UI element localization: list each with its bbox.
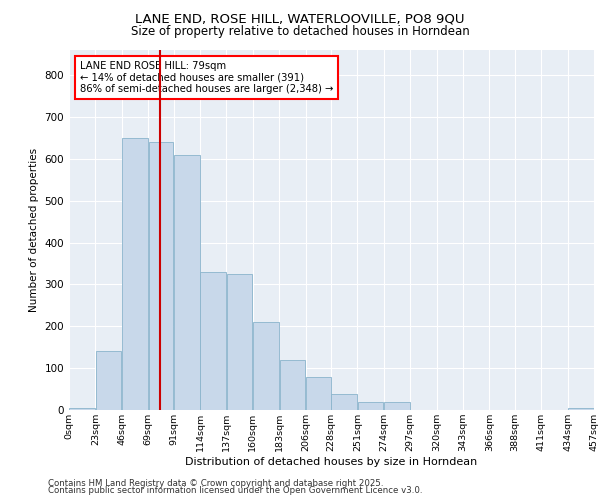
Bar bbox=[568, 408, 593, 410]
Bar bbox=[253, 322, 279, 410]
Text: LANE END ROSE HILL: 79sqm
← 14% of detached houses are smaller (391)
86% of semi: LANE END ROSE HILL: 79sqm ← 14% of detac… bbox=[79, 61, 333, 94]
Bar bbox=[70, 408, 95, 410]
Bar bbox=[227, 274, 253, 410]
Y-axis label: Number of detached properties: Number of detached properties bbox=[29, 148, 39, 312]
Bar bbox=[280, 360, 305, 410]
Text: Contains public sector information licensed under the Open Government Licence v3: Contains public sector information licen… bbox=[48, 486, 422, 495]
Bar bbox=[358, 402, 383, 410]
Bar bbox=[331, 394, 357, 410]
Bar bbox=[174, 154, 200, 410]
Text: Size of property relative to detached houses in Horndean: Size of property relative to detached ho… bbox=[131, 25, 469, 38]
Bar bbox=[122, 138, 148, 410]
Bar bbox=[200, 272, 226, 410]
Bar bbox=[306, 376, 331, 410]
Bar bbox=[96, 352, 121, 410]
X-axis label: Distribution of detached houses by size in Horndean: Distribution of detached houses by size … bbox=[185, 457, 478, 467]
Text: LANE END, ROSE HILL, WATERLOOVILLE, PO8 9QU: LANE END, ROSE HILL, WATERLOOVILLE, PO8 … bbox=[135, 12, 465, 26]
Text: Contains HM Land Registry data © Crown copyright and database right 2025.: Contains HM Land Registry data © Crown c… bbox=[48, 478, 383, 488]
Bar bbox=[384, 402, 410, 410]
Bar bbox=[149, 142, 173, 410]
